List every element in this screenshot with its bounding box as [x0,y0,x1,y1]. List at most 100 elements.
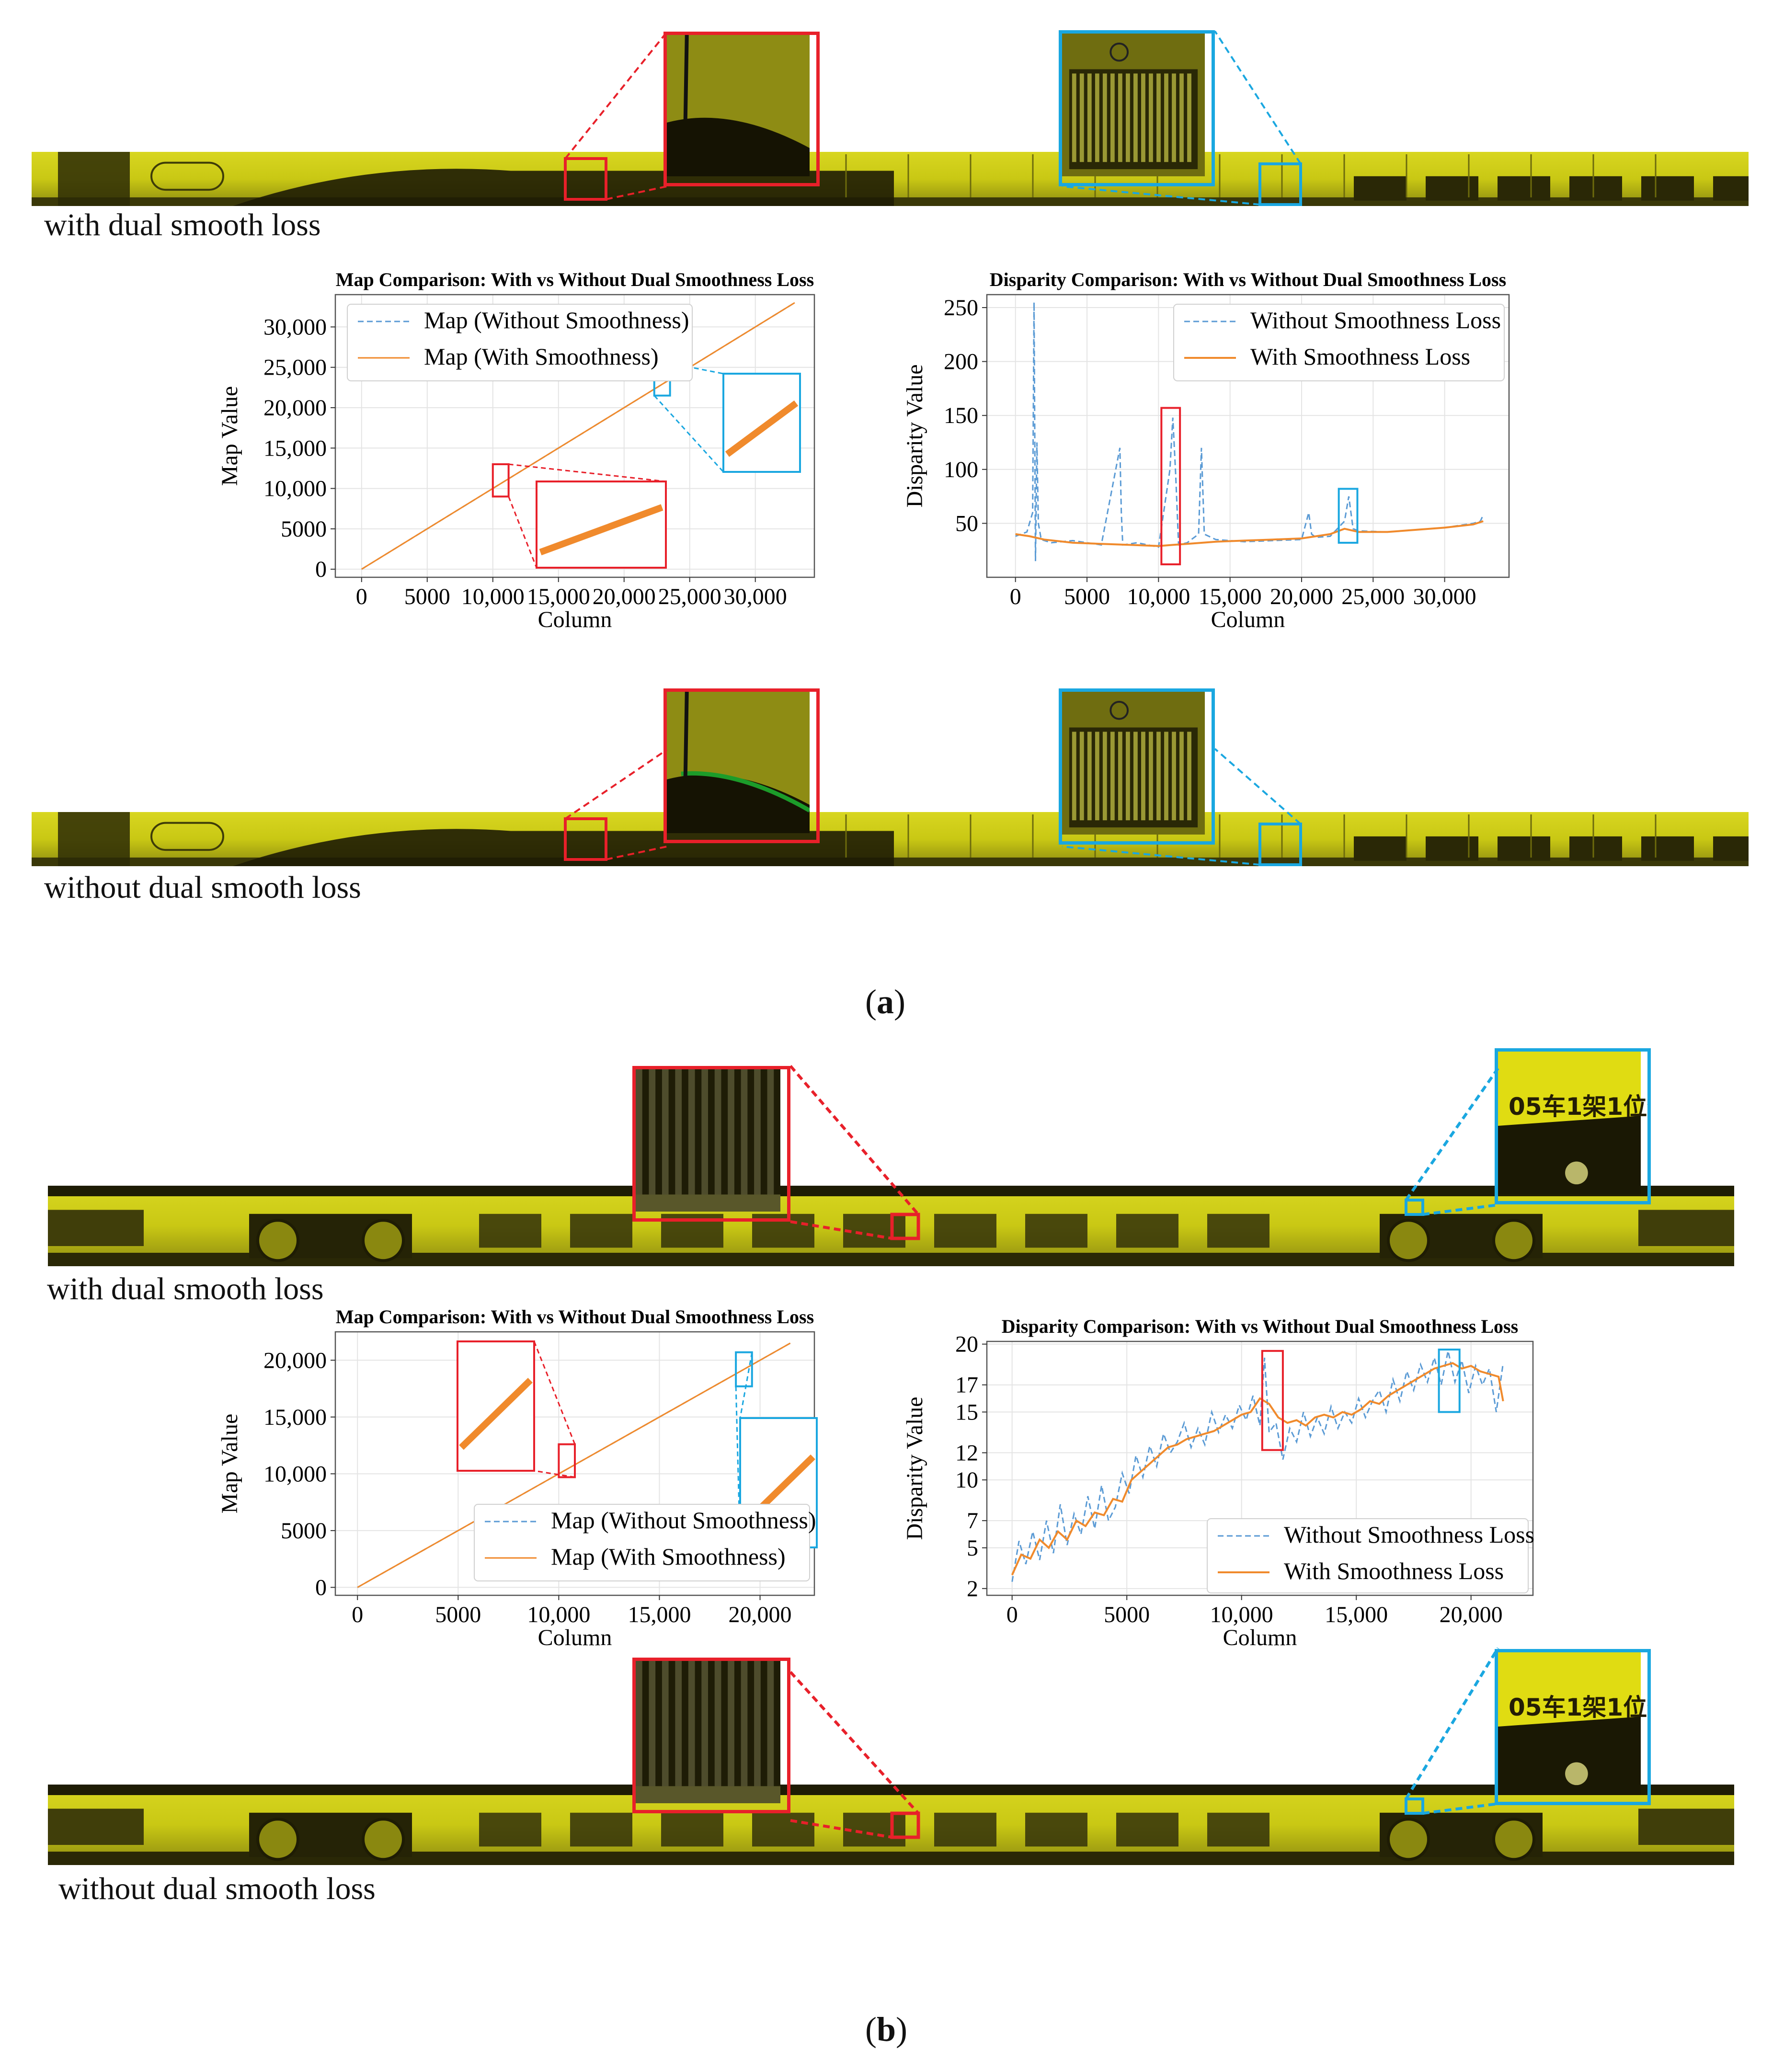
x-tick-label: 15,000 [1199,584,1262,609]
zoom-connector [534,1470,575,1478]
x-tick-label: 10,000 [527,1602,590,1627]
series-line-2 [1015,520,1484,547]
train-strip-a-with [32,152,1749,206]
x-tick-label: 15,000 [1325,1602,1388,1627]
x-tick-label: 20,000 [1440,1602,1503,1627]
chart-b-disparity: Disparity Comparison: With vs Without Du… [902,1316,1534,1650]
x-tick-label: 5000 [1104,1602,1150,1627]
zoom-inset-b-with-red [632,1066,790,1222]
series-line-1 [1015,302,1484,561]
zoom-magnified-line [459,1377,533,1450]
y-tick-label: 30,000 [263,314,327,340]
x-tick-label: 25,000 [1341,584,1405,609]
chart-b-map-legend [474,1504,810,1581]
y-tick-label: 25,000 [263,355,327,380]
zoom-inset-b-without-cyan: 05车1架1位侧 [1495,1649,1651,1805]
zoom-box-red [1160,407,1181,565]
y-tick-label: 250 [944,295,978,321]
y-tick-label: 2 [967,1576,978,1602]
caption-b-top: with dual smooth loss [47,1271,324,1306]
y-tick-label: 7 [967,1508,978,1534]
x-tick-label: 0 [1010,584,1021,609]
series-line-2 [361,302,795,570]
y-tick-label: 5000 [281,516,327,542]
zoom-inset-b-with-cyan: 05车1架1位侧 [1495,1048,1651,1204]
chart-a-map: Map Comparison: With vs Without Dual Smo… [217,269,815,632]
y-tick-label: 20 [955,1332,978,1357]
chart-a-disparity-xlabel: Column [1211,607,1285,632]
x-tick-label: 10,000 [461,584,525,609]
legend-label: Without Smoothness Loss [1284,1521,1534,1548]
zoom-connector [508,496,537,568]
y-tick-label: 5000 [281,1518,327,1544]
zoom-inset-red [457,1340,535,1472]
chart-b-map-xlabel: Column [538,1625,612,1650]
y-tick-label: 15,000 [263,435,327,461]
series-line-2 [1011,1362,1504,1576]
zoom-box-red [1261,1350,1284,1451]
chart-a-disparity-legend [1173,304,1505,381]
chart-b-disparity-ylabel: Disparity Value [902,1397,927,1540]
x-tick-label: 30,000 [1413,584,1476,609]
legend-label: Without Smoothness Loss [1250,307,1501,333]
y-tick-label: 5 [967,1535,978,1561]
chart-a-map-legend [347,304,693,381]
zoom-magnified-line [725,400,799,457]
legend-label: Map (With Smoothness) [424,343,659,370]
zoom-box-cyan [735,1351,753,1387]
y-tick-label: 50 [955,511,978,536]
train-strip-b-with [48,1186,1734,1266]
panel-label-b: (b) [865,2010,908,2049]
train-strip-a-without [32,812,1749,866]
x-tick-label: 15,000 [527,584,590,609]
caption-a-top: with dual smooth loss [44,207,321,242]
chart-a-disparity-ylabel: Disparity Value [902,364,927,507]
inset-sign-text-b-with: 05车1架1位侧 [1509,1093,1647,1121]
zoom-inset-cyan [722,373,801,473]
y-tick-label: 100 [944,457,978,482]
train-strip-b-without [48,1785,1734,1865]
zoom-box-cyan [1438,1349,1461,1413]
x-tick-label: 0 [1006,1602,1018,1627]
x-tick-label: 20,000 [1270,584,1333,609]
zoom-connector [508,463,666,482]
chart-a-map-xlabel: Column [538,607,612,632]
chart-a-map-ylabel: Map Value [217,386,242,486]
legend-label: With Smoothness Loss [1284,1557,1504,1584]
chart-b-disparity-frame [986,1340,1534,1596]
x-tick-label: 0 [352,1602,363,1627]
panel-label-a: (a) [865,983,905,1021]
y-tick-label: 200 [944,349,978,375]
zoom-connector [533,1341,576,1445]
x-tick-label: 20,000 [593,584,656,609]
legend-label: Map (Without Smoothness) [424,307,689,333]
chart-a-disparity: Disparity Comparison: With vs Without Du… [902,269,1510,632]
chart-b-disparity-legend [1207,1518,1529,1593]
zoom-inset-red [536,481,667,569]
legend-label: With Smoothness Loss [1250,343,1470,370]
zoom-connector [653,395,724,473]
zoom-box-cyan [1338,488,1359,544]
zoom-inset-a-with-cyan [1059,30,1215,186]
x-tick-label: 10,000 [1127,584,1190,609]
chart-a-disparity-title: Disparity Comparison: With vs Without Du… [990,269,1506,290]
y-tick-label: 15 [955,1399,978,1425]
y-tick-label: 20,000 [263,395,327,421]
x-tick-label: 20,000 [729,1602,792,1627]
chart-b-disparity-title: Disparity Comparison: With vs Without Du… [1002,1316,1518,1337]
x-tick-label: 30,000 [724,584,787,609]
y-tick-label: 10 [955,1467,978,1493]
series-line-1 [1011,1351,1504,1582]
zoom-box-red [558,1443,576,1478]
x-tick-label: 0 [356,584,367,609]
y-tick-label: 17 [955,1373,978,1398]
zoom-inset-a-without-red [663,688,820,843]
chart-a-map-title: Map Comparison: With vs Without Dual Smo… [336,269,814,290]
zoom-inset-b-without-red [632,1658,790,1813]
zoom-inset-a-without-cyan [1059,688,1215,845]
x-tick-label: 5000 [435,1602,481,1627]
series-line-2 [357,1342,791,1588]
y-tick-label: 20,000 [263,1348,327,1373]
chart-a-map-frame [334,294,815,578]
y-tick-label: 10,000 [263,476,327,502]
